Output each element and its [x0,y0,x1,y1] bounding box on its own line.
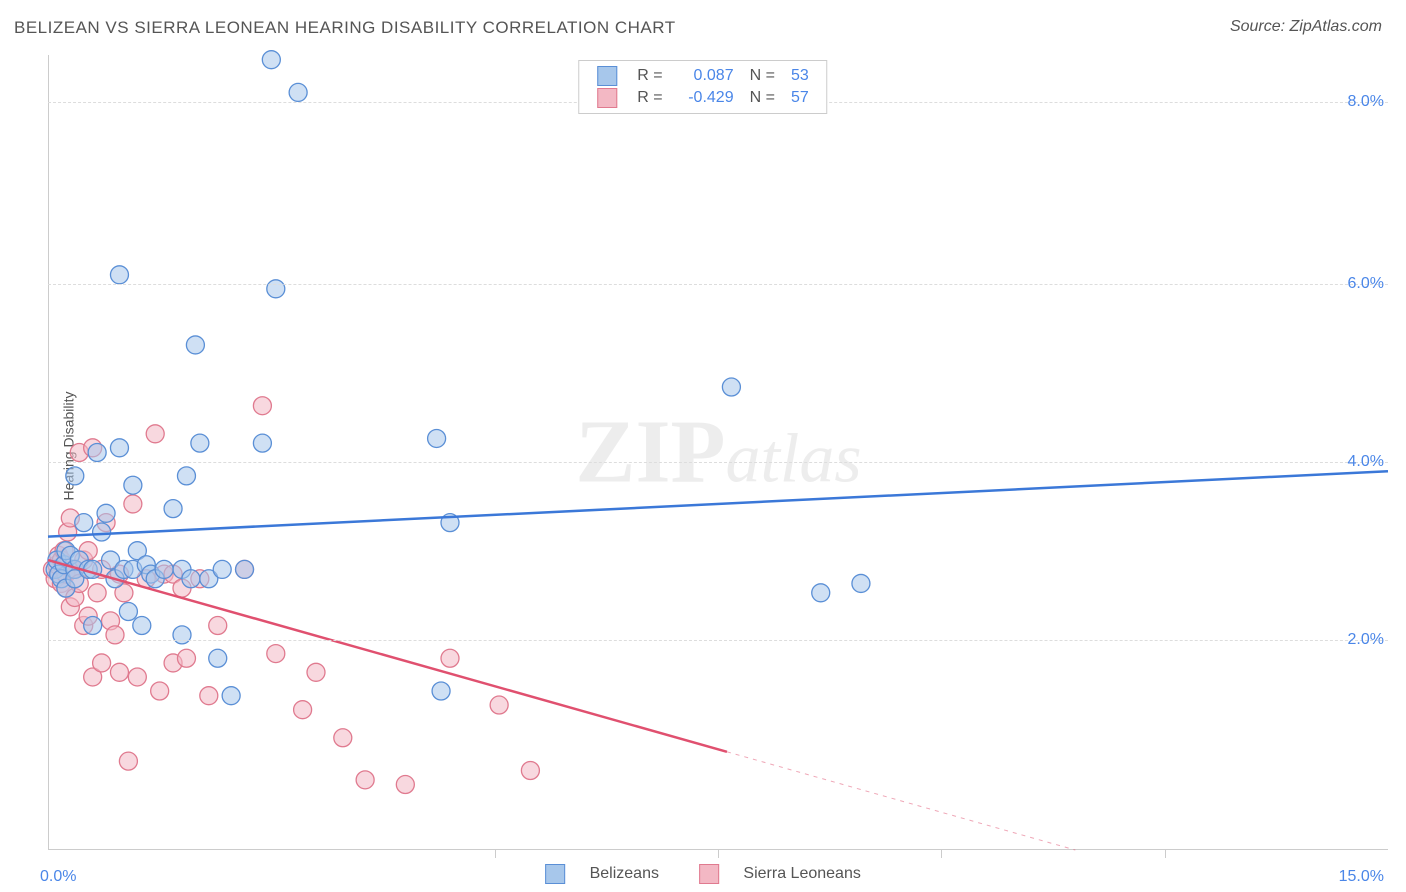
r-label: R = [629,65,670,87]
x-axis-min-label: 0.0% [40,868,76,886]
legend-item: Sierra Leoneans [689,865,871,882]
n-label: N = [742,87,783,109]
data-point [521,762,539,780]
legend-label: Belizeans [590,865,659,882]
data-point [428,429,446,447]
data-point [209,617,227,635]
data-point [133,617,151,635]
y-tick-label: 6.0% [1348,275,1384,293]
data-point [155,560,173,578]
data-point [812,584,830,602]
n-value: 53 [783,65,817,87]
n-value: 57 [783,87,817,109]
trend-line-extrapolated [727,752,1075,850]
data-point [177,649,195,667]
trend-line [48,560,727,752]
data-point [177,467,195,485]
x-tick [718,850,719,858]
data-point [84,617,102,635]
data-point [432,682,450,700]
data-point [253,397,271,415]
r-value: 0.087 [671,65,742,87]
data-point [146,425,164,443]
r-value: -0.429 [671,87,742,109]
chart-container: BELIZEAN VS SIERRA LEONEAN HEARING DISAB… [0,0,1406,892]
data-point [128,668,146,686]
gridline [48,462,1388,463]
data-point [213,560,231,578]
gridline [48,284,1388,285]
data-point [200,687,218,705]
data-point [191,434,209,452]
data-point [119,603,137,621]
data-point [267,645,285,663]
data-point [722,378,740,396]
correlation-legend: R =0.087N =53R =-0.429N =57 [578,60,827,114]
legend-swatch [597,88,617,108]
data-point [110,663,128,681]
legend-item: Belizeans [535,865,669,882]
y-tick-label: 8.0% [1348,93,1384,111]
legend-swatch [699,864,719,884]
data-point [253,434,271,452]
data-point [124,476,142,494]
x-tick [941,850,942,858]
n-label: N = [742,65,783,87]
chart-source: Source: ZipAtlas.com [1230,18,1382,36]
data-point [356,771,374,789]
trend-line [48,471,1388,536]
data-point [289,83,307,101]
y-tick-label: 2.0% [1348,631,1384,649]
series-legend: Belizeans Sierra Leoneans [525,864,881,884]
legend-label: Sierra Leoneans [743,865,860,882]
data-point [75,514,93,532]
data-point [173,626,191,644]
data-point [110,439,128,457]
chart-title: BELIZEAN VS SIERRA LEONEAN HEARING DISAB… [14,18,676,38]
x-tick [495,850,496,858]
data-point [262,51,280,69]
y-tick-label: 4.0% [1348,453,1384,471]
x-tick [1165,850,1166,858]
data-point [66,467,84,485]
legend-swatch [545,864,565,884]
data-point [186,336,204,354]
data-point [294,701,312,719]
data-point [490,696,508,714]
data-point [852,574,870,592]
data-point [93,523,111,541]
data-point [93,654,111,672]
data-point [106,626,124,644]
data-point [334,729,352,747]
legend-swatch [597,66,617,86]
data-point [441,649,459,667]
data-point [209,649,227,667]
data-point [88,444,106,462]
data-point [124,495,142,513]
data-point [164,500,182,518]
data-point [119,752,137,770]
r-label: R = [629,87,670,109]
data-point [236,560,254,578]
data-point [267,280,285,298]
gridline [48,640,1388,641]
correlation-row: R =0.087N =53 [589,65,816,87]
data-point [307,663,325,681]
data-point [88,584,106,602]
data-point [151,682,169,700]
data-point [396,776,414,794]
data-point [182,570,200,588]
x-axis-max-label: 15.0% [1339,868,1384,886]
chart-svg [48,55,1388,850]
correlation-row: R =-0.429N =57 [589,87,816,109]
data-point [222,687,240,705]
data-point [110,266,128,284]
data-point [97,504,115,522]
